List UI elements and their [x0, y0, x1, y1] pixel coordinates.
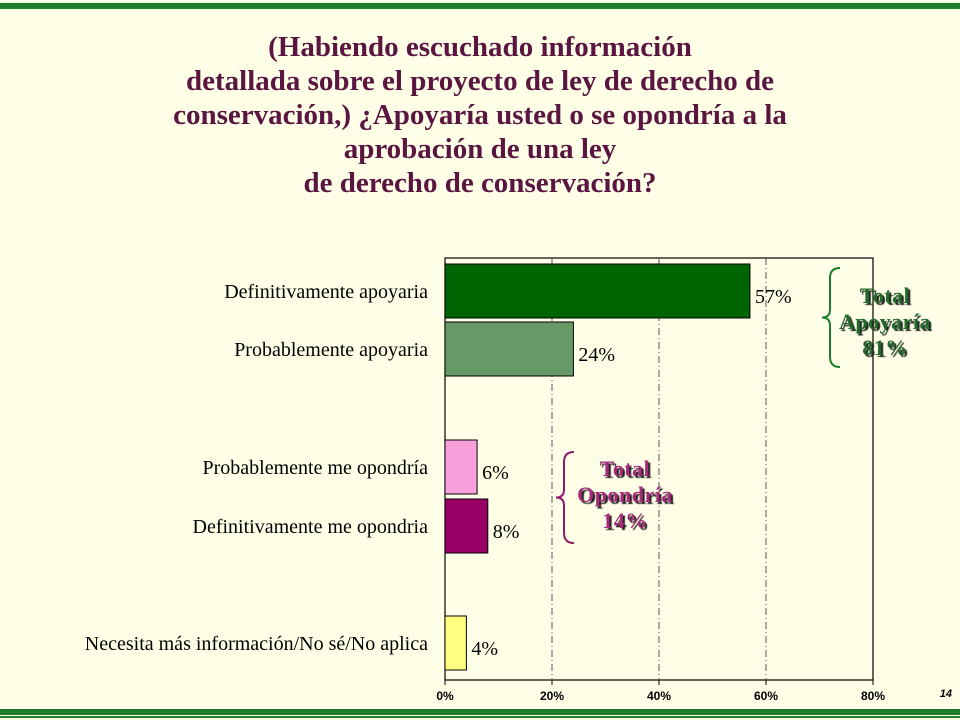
- title-line-5: de derecho de conservación?: [303, 167, 657, 199]
- title-line-4: aprobación de una ley: [343, 133, 617, 165]
- bar: [444, 615, 467, 671]
- data-label: 57%: [755, 286, 792, 308]
- bar: [444, 439, 478, 495]
- page-number: 14: [939, 688, 952, 700]
- title-line-3: conservación,) ¿Apoyaría usted o se opon…: [173, 99, 787, 131]
- bar: [444, 321, 574, 377]
- bottom-rule: [0, 709, 960, 715]
- support-total-line2: Apoyaría: [839, 309, 931, 334]
- x-tick-label: 0%: [436, 689, 454, 703]
- x-tick-label: 40%: [647, 689, 671, 703]
- data-label: 8%: [493, 521, 520, 543]
- category-label: Necesita más información/No sé/No aplica: [85, 633, 428, 655]
- page-title: (Habiendo escuchado información detallad…: [60, 30, 900, 200]
- data-label: 24%: [578, 344, 615, 366]
- oppose-total-line1: Total: [599, 456, 651, 481]
- category-label: Definitivamente apoyaria: [224, 281, 428, 303]
- data-label: 6%: [482, 462, 509, 484]
- category-label: Probablemente me opondría: [203, 457, 429, 479]
- support-total-label: Total Apoyaría 81%: [826, 283, 944, 361]
- title-line-2: detallada sobre el proyecto de ley de de…: [186, 65, 774, 97]
- support-total-value: 81%: [862, 335, 908, 360]
- bottom-rule-thin: [0, 716, 960, 718]
- oppose-total-label: Total Opondría 14%: [560, 456, 690, 534]
- oppose-total-line2: Opondría: [577, 482, 673, 507]
- category-label: Definitivamente me opondria: [193, 516, 429, 538]
- support-brace: [821, 267, 841, 368]
- x-tick-label: 80%: [861, 689, 885, 703]
- top-rule: [0, 3, 960, 9]
- oppose-total-value: 14%: [602, 508, 648, 533]
- x-tick-label: 60%: [754, 689, 778, 703]
- support-total-line1: Total: [859, 283, 911, 308]
- category-label: Probablemente apoyaria: [234, 339, 428, 361]
- oppose-brace: [555, 451, 575, 544]
- bar: [444, 263, 751, 319]
- title-line-1: (Habiendo escuchado información: [268, 31, 692, 63]
- data-label: 4%: [471, 638, 498, 660]
- bar: [444, 498, 489, 554]
- x-tick-label: 20%: [540, 689, 564, 703]
